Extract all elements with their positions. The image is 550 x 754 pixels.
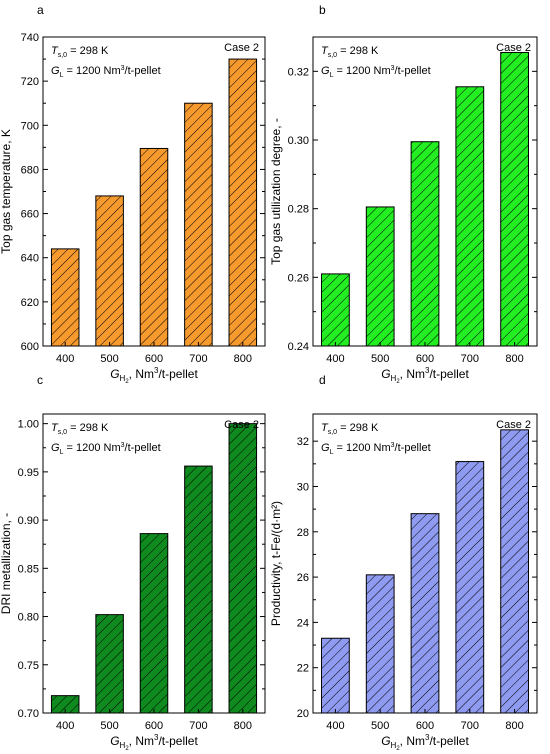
panel-letter: d [319,373,326,387]
bar [365,206,395,347]
annotation-flowrate: GL = 1200 Nm3/t-pellet [321,442,431,456]
x-tick-label: 400 [326,720,344,732]
y-tick-label: 20 [297,708,309,720]
bar [365,574,395,714]
y-tick-label: 0.85 [18,563,39,575]
y-tick-label: 740 [21,32,39,44]
x-axis-label: GH2, Nm3/t-pellet [110,733,198,752]
y-tick-label: 26 [297,572,309,584]
x-tick-label: 800 [234,353,252,365]
y-tick-label: 0.32 [288,66,309,78]
plot-frame [312,413,538,714]
panel-c: c 400 500 600 700 800 0.70 0.75 0.80 0.85 0.90 0.95… [0,373,266,752]
y-tick-label: 700 [21,120,39,132]
bar [228,423,258,714]
x-tick-label: 800 [505,720,523,732]
y-axis-label: DRI metallization, - [0,513,13,614]
x-tick-label: 600 [145,353,163,365]
x-tick-label: 400 [326,353,344,365]
bar [410,141,440,347]
x-tick-label: 600 [145,720,163,732]
bar [184,102,213,347]
bar [228,58,258,347]
y-tick-label: 1.00 [18,419,39,431]
bar [50,248,80,347]
case-label: Case 2 [224,42,259,54]
y-axis-label: Top gas utilization degree, - [269,118,283,265]
annotation-temperature: Ts,0 = 298 K [51,45,109,59]
bar [95,195,124,347]
x-tick-label: 600 [416,720,434,732]
bar [95,614,124,714]
y-tick-label: 24 [297,617,309,629]
y-tick-label: 600 [21,341,39,353]
bar [321,273,350,347]
case-label: Case 2 [224,419,259,431]
bar [455,461,485,714]
bar [321,637,350,714]
case-label: Case 2 [496,419,531,431]
y-tick-label: 0.24 [288,341,309,353]
x-tick-label: 500 [371,720,389,732]
x-tick-label: 500 [100,720,118,732]
panel-letter: a [37,3,44,17]
x-axis-label: GH2, Nm3/t-pellet [381,733,469,752]
y-tick-label: 0.90 [18,515,39,527]
y-tick-label: 22 [297,663,309,675]
bar [455,86,485,347]
x-tick-label: 400 [56,353,74,365]
y-tick-label: 0.80 [18,612,39,624]
x-tick-label: 600 [416,353,434,365]
x-tick-label: 800 [505,353,523,365]
bar [139,147,169,347]
y-tick-label: 0.70 [18,708,39,720]
y-tick-label: 660 [21,209,39,221]
y-tick-label: 0.26 [288,272,309,284]
y-tick-label: 0.95 [18,467,39,479]
panel-b: b 400 500 600 700 800 0.24 0.26 0.28 0.30 0.32 Top … [269,3,538,385]
x-tick-label: 700 [461,353,479,365]
panel-d: d 400 500 600 700 800 20 22 24 26 28 30 32 Productivi… [269,373,538,752]
panel-letter: b [319,3,326,17]
bar [139,533,169,714]
y-axis-label: Top gas temperature, K [0,129,13,254]
y-tick-label: 720 [21,76,39,88]
x-tick-label: 500 [100,353,118,365]
y-tick-label: 28 [297,527,309,539]
x-axis-label: GH2, Nm3/t-pellet [381,366,469,385]
panel-a: a 400 500 600 700 800 600 620 640 660 680 700 720 740… [0,3,266,385]
x-tick-label: 500 [371,353,389,365]
y-axis-label: Productivity, t-Fe/(d·m²) [269,501,283,626]
annotation-flowrate: GL = 1200 Nm3/t-pellet [51,65,161,79]
annotation-temperature: Ts,0 = 298 K [321,422,379,436]
y-tick-label: 0.30 [288,135,309,147]
y-tick-label: 620 [21,297,39,309]
x-tick-label: 800 [234,720,252,732]
bar [500,51,529,347]
x-tick-label: 700 [189,720,207,732]
case-label: Case 2 [496,42,531,54]
annotation-temperature: Ts,0 = 298 K [321,45,379,59]
annotation-temperature: Ts,0 = 298 K [51,422,109,436]
y-tick-label: 640 [21,253,39,265]
x-tick-label: 400 [56,720,74,732]
x-axis-label: GH2, Nm3/t-pellet [110,366,198,385]
plot-frame [42,413,266,714]
y-tick-label: 32 [297,436,309,448]
bar [500,429,529,714]
y-tick-label: 680 [21,164,39,176]
plot-frame [312,36,538,347]
bar [410,513,440,714]
y-tick-label: 0.28 [288,204,309,216]
y-tick-label: 0.75 [18,660,39,672]
x-tick-label: 700 [189,353,207,365]
annotation-flowrate: GL = 1200 Nm3/t-pellet [51,442,161,456]
panel-letter: c [37,373,43,387]
x-tick-label: 700 [461,720,479,732]
annotation-flowrate: GL = 1200 Nm3/t-pellet [321,65,431,79]
bar [184,465,213,714]
y-tick-label: 30 [297,481,309,493]
